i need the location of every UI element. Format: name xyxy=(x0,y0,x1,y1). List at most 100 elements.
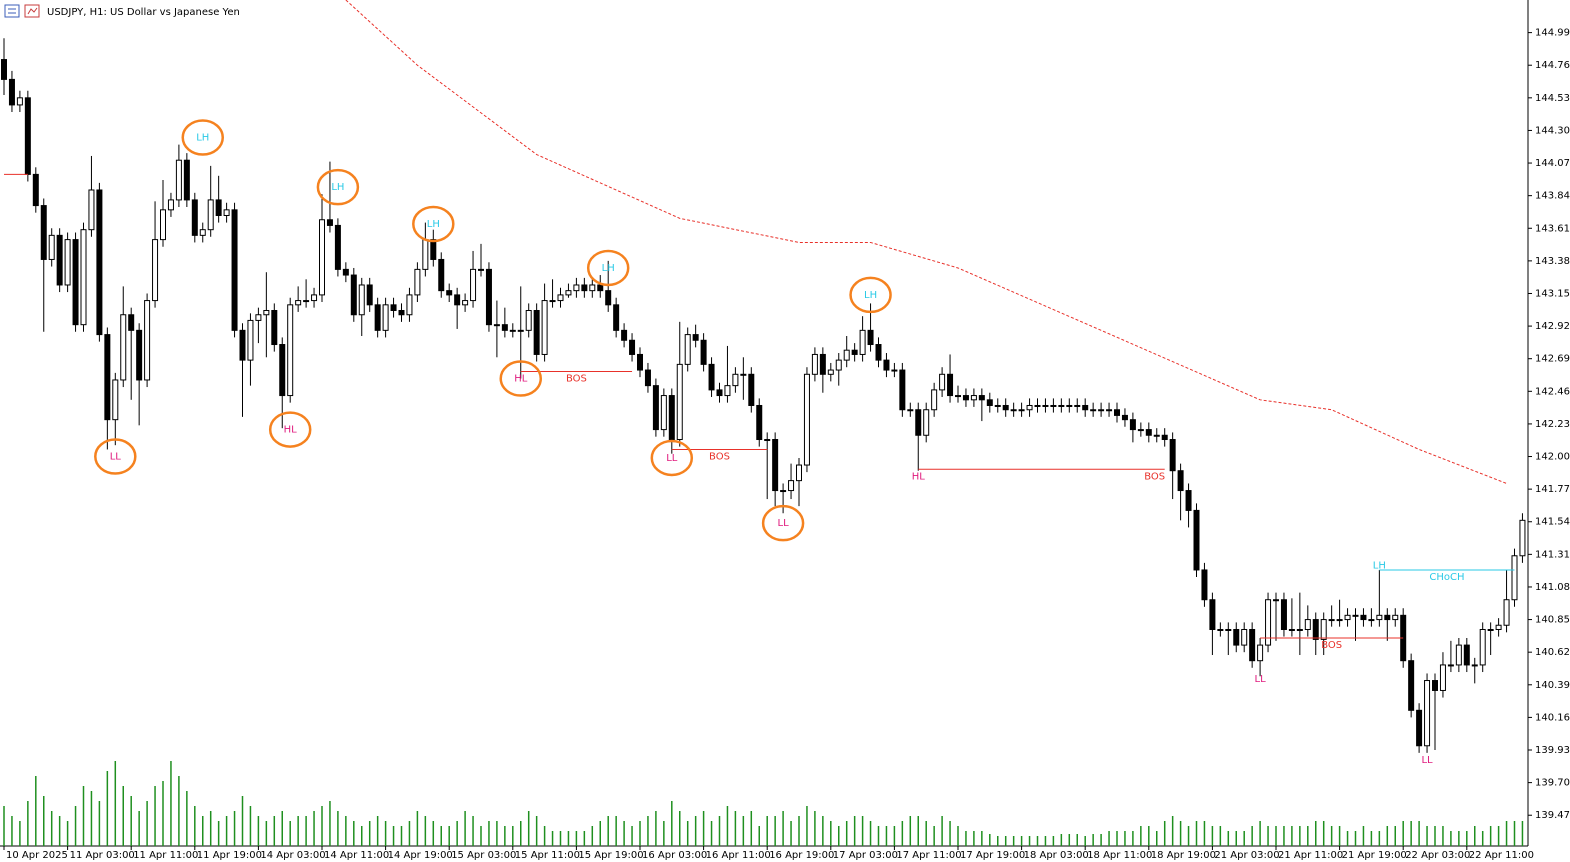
candle-body xyxy=(382,304,389,331)
candle-body xyxy=(1090,409,1097,412)
swing-label: LL xyxy=(110,452,122,463)
candle-body xyxy=(549,300,556,303)
candle-body xyxy=(1225,628,1232,631)
x-tick-label: 14 Apr 19:00 xyxy=(388,850,453,861)
candle-body xyxy=(605,290,612,306)
candle-body xyxy=(1360,614,1367,621)
candle-body xyxy=(1241,628,1248,646)
candle-body xyxy=(732,373,739,387)
candle-body xyxy=(637,353,643,371)
candle-body xyxy=(231,209,238,331)
candle-body xyxy=(915,409,922,436)
candle-body xyxy=(597,284,604,292)
candle-body xyxy=(644,369,651,387)
candle-body xyxy=(883,359,890,371)
candle-body xyxy=(1519,519,1526,557)
candle-body xyxy=(1153,434,1160,437)
candle-body xyxy=(1455,644,1462,666)
candle-body xyxy=(223,209,230,217)
structure-label: BOS xyxy=(1144,471,1165,482)
candle-body xyxy=(1384,614,1391,621)
candle-body xyxy=(1273,599,1279,602)
candle-body xyxy=(700,339,707,365)
candle-body xyxy=(525,309,532,331)
y-tick-label: 144.760 xyxy=(1535,60,1570,71)
y-tick-label: 140.620 xyxy=(1535,647,1570,658)
x-tick-label: 18 Apr 11:00 xyxy=(1087,850,1152,861)
candle-body xyxy=(207,199,214,231)
y-tick-label: 142.920 xyxy=(1535,321,1570,332)
candle-body xyxy=(1495,624,1502,630)
candle-body xyxy=(374,304,381,331)
candle-body xyxy=(255,314,262,321)
candle-body xyxy=(788,480,795,492)
candle-body xyxy=(629,339,636,355)
y-tick-label: 142.000 xyxy=(1535,452,1570,463)
candle-body xyxy=(1185,490,1192,511)
candle-body xyxy=(1368,619,1375,622)
candle-body xyxy=(1424,680,1431,747)
candle-body xyxy=(88,189,95,231)
candle-body xyxy=(1018,409,1025,412)
candle-body xyxy=(1034,404,1041,407)
candle-body xyxy=(167,199,174,211)
candle-body xyxy=(613,304,620,331)
y-tick-label: 144.300 xyxy=(1535,125,1570,136)
y-tick-label: 143.610 xyxy=(1535,223,1570,234)
x-tick-label: 17 Apr 11:00 xyxy=(896,850,961,861)
candle-body xyxy=(152,239,159,302)
candle-body xyxy=(160,209,166,241)
candle-body xyxy=(962,395,969,401)
x-tick-label: 21 Apr 11:00 xyxy=(1278,850,1343,861)
candle-body xyxy=(48,234,55,260)
y-tick-label: 140.160 xyxy=(1535,712,1570,723)
candle-body xyxy=(851,349,858,355)
candle-body xyxy=(1312,619,1319,640)
candle-body xyxy=(1233,628,1240,646)
candle-body xyxy=(1145,429,1152,436)
swing-circle xyxy=(499,360,542,397)
y-tick-label: 141.770 xyxy=(1535,484,1570,495)
candle-body xyxy=(939,373,946,391)
chart-title: USDJPY, H1: US Dollar vs Japanese Yen xyxy=(47,7,240,18)
swing-label: LH xyxy=(331,182,344,193)
candle-body xyxy=(478,268,484,271)
candle-body xyxy=(1336,619,1343,622)
candle-body xyxy=(1352,614,1359,617)
candle-body xyxy=(1209,599,1216,630)
candle-body xyxy=(1010,409,1017,412)
candle-body xyxy=(756,404,763,441)
candle-body xyxy=(485,268,492,326)
candle-body xyxy=(986,399,993,406)
candle-body xyxy=(1432,680,1438,691)
x-tick-label: 11 Apr 11:00 xyxy=(133,850,198,861)
candle-body xyxy=(64,239,71,286)
candle-body xyxy=(955,395,961,398)
candle-body xyxy=(708,363,715,391)
x-tick-label: 11 Apr 03:00 xyxy=(70,850,135,861)
candle-body xyxy=(470,268,477,302)
candle-body xyxy=(1304,619,1311,630)
candle-body xyxy=(263,309,270,316)
candle-body xyxy=(1320,619,1327,640)
candle-body xyxy=(295,300,302,306)
swing-label: LH xyxy=(864,290,877,301)
candle-body xyxy=(8,78,15,106)
candle-body xyxy=(533,309,540,355)
candle-body xyxy=(724,385,731,397)
candle-body xyxy=(1002,404,1009,411)
candle-body xyxy=(1503,599,1510,626)
candle-body xyxy=(1344,614,1351,621)
candle-body xyxy=(334,224,341,270)
candle-body xyxy=(1265,599,1272,646)
candle-body xyxy=(430,239,437,260)
candle-body xyxy=(136,329,143,381)
candle-body xyxy=(970,395,977,401)
candle-body xyxy=(279,344,286,397)
candle-body xyxy=(326,219,333,226)
candle-body xyxy=(342,268,349,276)
candle-body xyxy=(684,334,691,365)
candle-body xyxy=(24,97,31,175)
candle-body xyxy=(1328,619,1335,622)
